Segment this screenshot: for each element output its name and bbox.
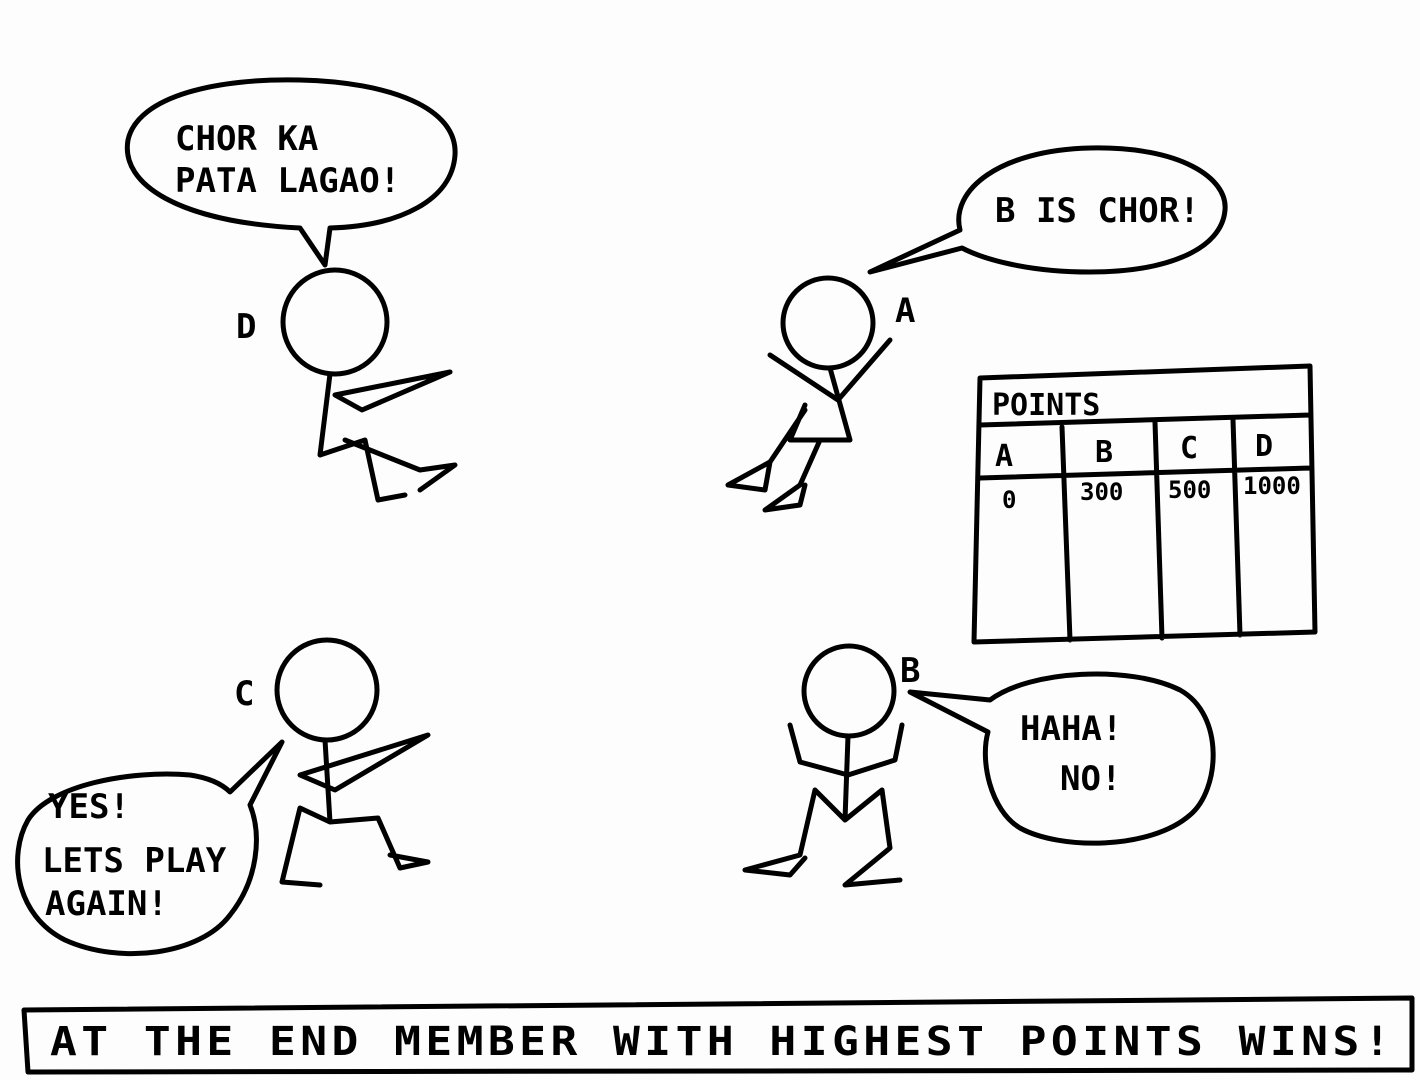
table-col-c: C bbox=[1180, 431, 1198, 466]
points-table: POINTS A B C D 0 300 500 1000 bbox=[971, 363, 1318, 645]
character-a: B IS CHOR! A bbox=[725, 145, 1228, 513]
speech-bubble-a bbox=[867, 145, 1228, 275]
table-value-b: 300 bbox=[1080, 478, 1123, 506]
body-a bbox=[725, 337, 893, 513]
label-d: D bbox=[236, 307, 256, 347]
table-col-a: A bbox=[995, 439, 1013, 474]
character-b: HAHA! NO! B bbox=[742, 643, 1216, 888]
speech-text-b-line2: NO! bbox=[1060, 759, 1121, 799]
label-a: A bbox=[895, 291, 915, 331]
table-title: POINTS bbox=[992, 388, 1100, 423]
body-b bbox=[742, 722, 905, 888]
speech-bubble-d bbox=[124, 77, 458, 268]
table-value-c: 500 bbox=[1168, 476, 1211, 504]
speech-text-c-line3: AGAIN! bbox=[45, 884, 168, 924]
speech-text-b-line1: HAHA! bbox=[1020, 709, 1122, 749]
table-value-d: 1000 bbox=[1243, 472, 1301, 500]
head-b bbox=[801, 643, 897, 739]
speech-text-d-line2: PATA LAGAO! bbox=[175, 161, 400, 201]
speech-text-c-line2: LETS PLAY bbox=[42, 841, 227, 881]
head-d bbox=[280, 267, 390, 377]
table-col-d: D bbox=[1255, 429, 1273, 464]
body-d bbox=[317, 369, 458, 503]
speech-bubble-b bbox=[907, 671, 1216, 846]
speech-bubble-c bbox=[15, 739, 285, 957]
table-border bbox=[971, 363, 1318, 645]
character-c: YES! LETS PLAY AGAIN! C bbox=[15, 637, 431, 957]
body-c bbox=[279, 732, 431, 888]
label-c: C bbox=[234, 674, 254, 714]
table-col-b: B bbox=[1095, 435, 1113, 470]
character-d: CHOR KA PATA LAGAO! D bbox=[124, 77, 458, 503]
head-a bbox=[780, 275, 876, 371]
table-value-a: 0 bbox=[1002, 486, 1016, 514]
head-c bbox=[274, 637, 380, 743]
speech-text-a: B IS CHOR! bbox=[995, 191, 1200, 231]
speech-text-d-line1: CHOR KA bbox=[175, 119, 318, 159]
caption-text: AT THE END MEMBER WITH HIGHEST POINTS WI… bbox=[50, 1019, 1395, 1065]
label-b: B bbox=[900, 651, 920, 691]
speech-text-c-line1: YES! bbox=[48, 787, 130, 827]
caption-border bbox=[21, 995, 1415, 1075]
caption-box: AT THE END MEMBER WITH HIGHEST POINTS WI… bbox=[21, 995, 1415, 1075]
